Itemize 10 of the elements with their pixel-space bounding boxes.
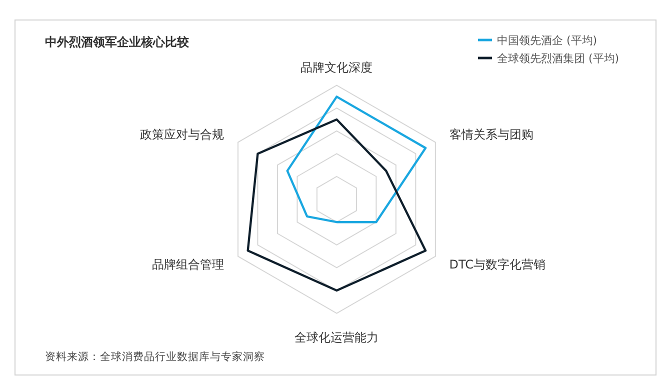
spoke-label: 品牌文化深度 [300,60,373,74]
text: 资料来源：全球消费品行业数据库与专家洞察 [45,350,265,363]
spoke-label: DTC与数字化营销 [449,257,546,272]
spoke-label: 品牌组合管理 [152,257,224,272]
legend-label: 全球领先烈酒集团 (平均) [497,52,620,65]
spoke-label: 全球化运营能力 [294,330,379,344]
spoke-label: 客情关系与团购 [449,127,534,142]
legend-label: 中国领先酒企 (平均) [497,34,598,47]
spoke-label: 政策应对与合规 [140,127,224,142]
chart-title: 中外烈酒领军企业核心比较 [45,35,190,49]
